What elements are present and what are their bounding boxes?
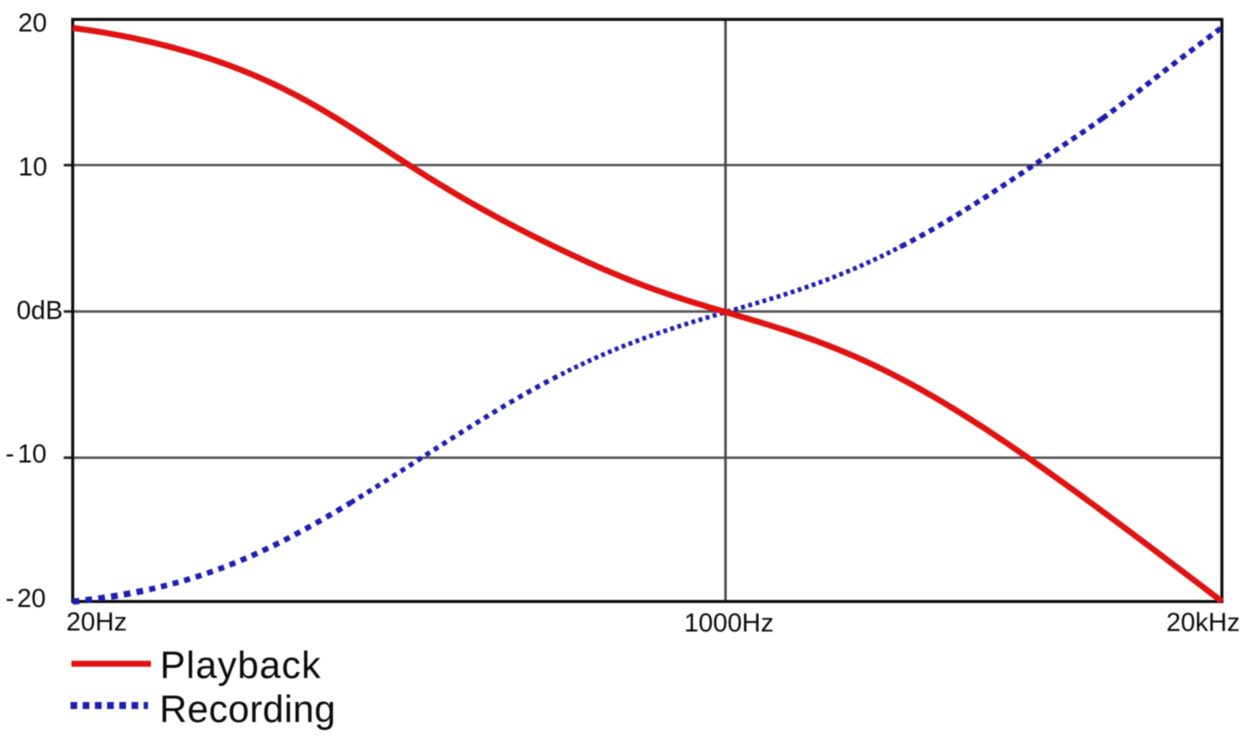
- svg-text:10: 10: [18, 439, 47, 469]
- svg-text:20: 20: [17, 583, 46, 613]
- svg-text:0dB: 0dB: [17, 295, 63, 325]
- svg-text:20kHz: 20kHz: [1166, 607, 1240, 637]
- svg-text:-: -: [6, 583, 15, 613]
- svg-text:Recording: Recording: [160, 689, 336, 731]
- svg-text:1000Hz: 1000Hz: [684, 608, 774, 638]
- svg-text:10: 10: [18, 152, 47, 182]
- svg-text:20Hz: 20Hz: [66, 607, 127, 637]
- svg-text:20: 20: [18, 7, 47, 37]
- svg-text:-: -: [6, 439, 15, 469]
- svg-text:Playback: Playback: [160, 645, 321, 687]
